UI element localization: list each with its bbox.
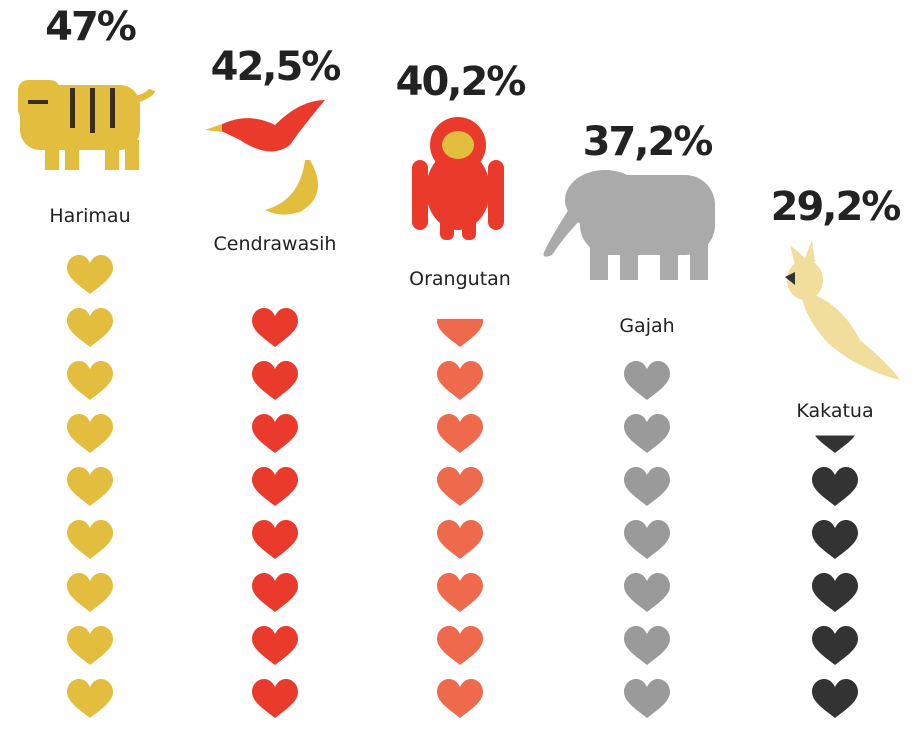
category-label: Kakatua bbox=[796, 400, 873, 422]
orangutan-icon bbox=[412, 117, 504, 240]
heart bbox=[624, 679, 670, 718]
heart-column bbox=[252, 255, 298, 718]
bird-icon bbox=[205, 100, 325, 215]
heart bbox=[437, 467, 483, 506]
heart bbox=[812, 679, 858, 718]
value-label: 40,2% bbox=[396, 59, 526, 105]
heart bbox=[437, 414, 483, 453]
heart bbox=[252, 308, 298, 347]
value-label: 29,2% bbox=[771, 184, 901, 230]
heart bbox=[67, 361, 113, 400]
value-label: 47% bbox=[45, 4, 136, 50]
tiger-icon bbox=[18, 80, 156, 170]
heart bbox=[67, 414, 113, 453]
heart bbox=[252, 361, 298, 400]
category-label: Cendrawasih bbox=[214, 233, 337, 255]
heart bbox=[252, 255, 298, 294]
elephant-icon bbox=[543, 170, 715, 280]
heart-column bbox=[437, 318, 483, 718]
heart-column bbox=[67, 255, 113, 718]
heart bbox=[437, 520, 483, 559]
heart bbox=[67, 255, 113, 294]
heart bbox=[437, 318, 483, 347]
heart bbox=[437, 679, 483, 718]
category-label: Gajah bbox=[619, 315, 674, 337]
heart bbox=[252, 626, 298, 665]
heart bbox=[812, 361, 858, 400]
heart bbox=[812, 573, 858, 612]
heart bbox=[624, 520, 670, 559]
heart bbox=[624, 573, 670, 612]
heart bbox=[67, 573, 113, 612]
heart bbox=[252, 414, 298, 453]
heart bbox=[252, 679, 298, 718]
heart bbox=[252, 520, 298, 559]
heart bbox=[252, 467, 298, 506]
heart bbox=[437, 361, 483, 400]
heart bbox=[624, 626, 670, 665]
category-label: Orangutan bbox=[409, 268, 511, 290]
heart bbox=[67, 626, 113, 665]
heart bbox=[812, 467, 858, 506]
heart bbox=[812, 626, 858, 665]
heart bbox=[437, 626, 483, 665]
heart bbox=[812, 520, 858, 559]
heart bbox=[624, 361, 670, 400]
category-label: Harimau bbox=[49, 205, 130, 227]
cockatoo-icon bbox=[785, 240, 900, 380]
heart bbox=[67, 520, 113, 559]
heart bbox=[67, 679, 113, 718]
heart bbox=[252, 573, 298, 612]
heart bbox=[67, 467, 113, 506]
heart bbox=[624, 467, 670, 506]
heart bbox=[437, 573, 483, 612]
heart bbox=[67, 308, 113, 347]
heart bbox=[624, 414, 670, 453]
value-label: 42,5% bbox=[211, 44, 341, 90]
value-label: 37,2% bbox=[583, 119, 713, 165]
